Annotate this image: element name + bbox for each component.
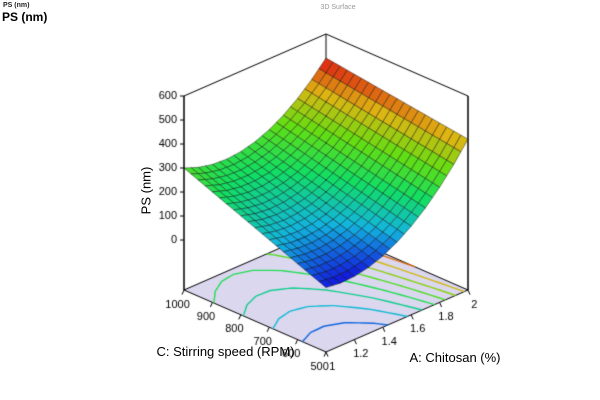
- a-axis-title: A: Chitosan (%): [409, 350, 501, 365]
- c-axis-title: C: Stirring speed (RPM): [156, 344, 295, 359]
- z-axis-title: PS (nm): [138, 166, 154, 215]
- plot-type-label: 3D Surface: [320, 4, 356, 11]
- response-label: PS (nm): [2, 10, 48, 24]
- response-label-small: PS (nm): [3, 2, 30, 9]
